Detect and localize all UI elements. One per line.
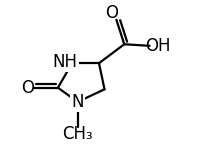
Text: NH: NH [52, 53, 78, 71]
Text: OH: OH [146, 37, 171, 55]
Text: CH₃: CH₃ [62, 125, 93, 143]
Text: N: N [71, 93, 84, 111]
Text: O: O [105, 4, 118, 22]
Text: O: O [21, 79, 34, 97]
